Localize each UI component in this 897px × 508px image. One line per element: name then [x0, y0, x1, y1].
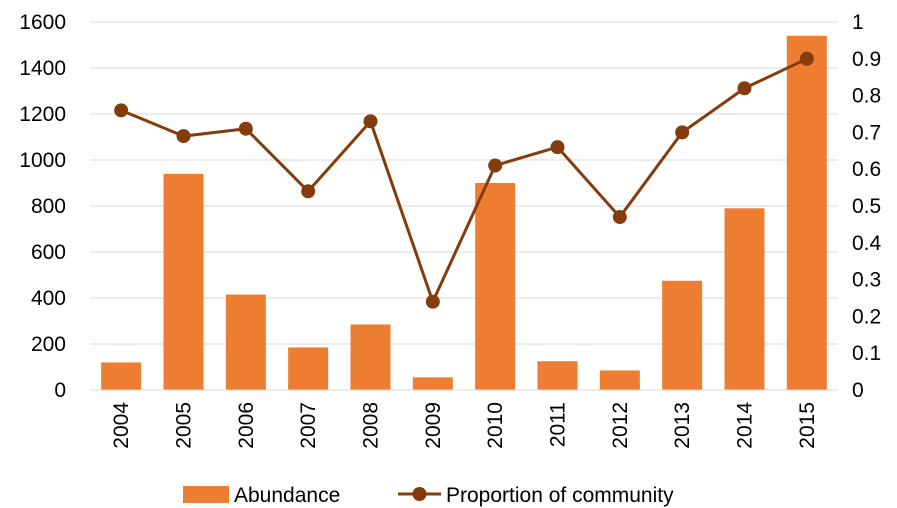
- bar-2005: [163, 173, 204, 390]
- proportion-point-2011: [550, 140, 565, 155]
- bar-2006: [225, 294, 266, 390]
- y-right-tick-label: 0.6: [852, 158, 881, 181]
- y-right-tick-label: 0.1: [852, 342, 881, 365]
- x-tick-label: 2008: [360, 402, 383, 449]
- x-axis: 2004 2005 2006 2007 2008 2009 2010 2011 2012 2013…: [90, 389, 838, 449]
- x-tick-label: 2015: [796, 402, 819, 449]
- proportion-point-2009: [425, 294, 440, 309]
- x-tick-label: 2009: [422, 402, 445, 449]
- y-right-tick-label: 1: [852, 11, 864, 34]
- proportion-point-2007: [301, 184, 316, 199]
- y-right-tick-label: 0.8: [852, 85, 881, 108]
- y-left-tick-label: 1000: [19, 149, 66, 172]
- x-tick-label: 2010: [484, 402, 507, 449]
- y-axis-left: 0 200 400 600 800 1000 1200 1400 1600: [19, 11, 66, 402]
- bar-2007: [288, 347, 329, 390]
- bar-2015: [786, 35, 827, 391]
- legend-marker-proportion: [412, 487, 427, 501]
- gridlines: [90, 21, 838, 391]
- x-tick-label: 2004: [110, 402, 133, 449]
- proportion-point-2014: [737, 81, 752, 96]
- legend-swatch-abundance: [183, 486, 229, 503]
- proportion-point-2012: [612, 210, 627, 225]
- proportion-point-2010: [488, 158, 503, 173]
- proportion-point-2004: [114, 103, 129, 118]
- x-tick-label: 2007: [297, 402, 320, 449]
- bar-2014: [724, 208, 765, 390]
- bar-2004: [101, 362, 142, 390]
- y-left-tick-label: 600: [31, 241, 66, 264]
- y-left-tick-label: 200: [31, 333, 66, 356]
- x-tick-label: 2011: [547, 402, 570, 447]
- y-left-tick-label: 0: [54, 379, 66, 402]
- y-left-tick-label: 1600: [19, 11, 66, 34]
- proportion-point-2013: [675, 125, 690, 140]
- y-left-tick-label: 800: [31, 195, 66, 218]
- abundance-bars: [101, 35, 827, 391]
- y-right-tick-label: 0: [852, 379, 864, 402]
- x-tick-label: 2005: [173, 402, 196, 449]
- proportion-line-path: [120, 57, 808, 304]
- y-left-tick-label: 1200: [19, 103, 66, 126]
- bar-2009: [412, 377, 453, 390]
- legend-label-abundance: Abundance: [234, 484, 340, 507]
- y-right-tick-label: 0.4: [852, 232, 882, 255]
- bar-2008: [350, 324, 391, 390]
- y-right-tick-label: 0.3: [852, 269, 881, 292]
- legend-label-proportion: Proportion of community: [446, 484, 674, 507]
- x-tick-label: 2006: [235, 402, 258, 449]
- y-left-tick-label: 400: [31, 287, 66, 310]
- y-right-tick-label: 0.7: [852, 121, 881, 144]
- x-tick-label: 2013: [671, 402, 694, 449]
- bar-2010: [475, 183, 516, 390]
- x-tick-label: 2012: [609, 402, 632, 449]
- bar-2012: [599, 370, 640, 390]
- proportion-line: [114, 51, 814, 309]
- proportion-point-2005: [176, 129, 191, 144]
- proportion-point-2006: [238, 121, 253, 136]
- legend: Abundance Proportion of community: [183, 484, 674, 507]
- y-right-tick-label: 0.9: [852, 48, 881, 71]
- proportion-point-2015: [799, 51, 814, 66]
- x-tick-label: 2014: [734, 402, 757, 449]
- bar-2011: [537, 361, 578, 390]
- proportion-point-2008: [363, 114, 378, 129]
- y-right-tick-label: 0.5: [852, 195, 881, 218]
- bar-2013: [662, 280, 703, 390]
- y-axis-right: 0 0.1 0.2 0.3 0.4 0.5 0.6 0.7 0.8 0.9 1: [852, 11, 882, 402]
- y-left-tick-label: 1400: [19, 57, 66, 80]
- y-right-tick-label: 0.2: [852, 305, 881, 328]
